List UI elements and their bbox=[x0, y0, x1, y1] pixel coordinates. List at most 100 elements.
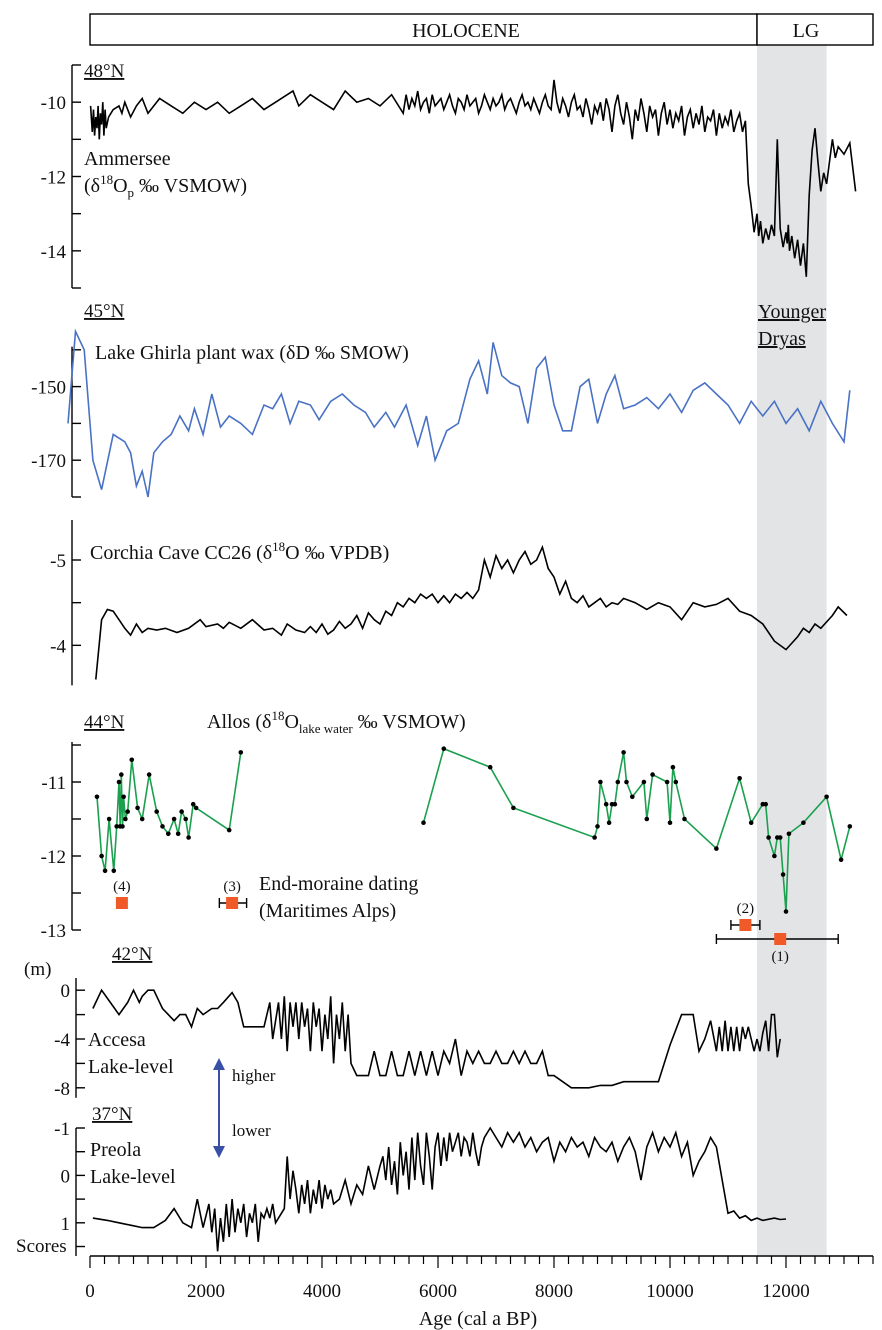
moraine-date-marker bbox=[226, 897, 239, 909]
allos-data-point bbox=[598, 779, 603, 785]
ammersee-series-line bbox=[89, 79, 857, 277]
moraine-date-marker bbox=[739, 919, 752, 931]
panel-ammersee: 48°N Ammersee (δ18Op ‰ VSMOW) -10 -12 -14 bbox=[41, 61, 857, 289]
allos-data-point bbox=[777, 835, 783, 840]
y-tick-label: 0 bbox=[61, 1166, 71, 1187]
latitude-45: 45°N bbox=[84, 301, 125, 322]
ghirla-name: Lake Ghirla plant wax (δD ‰ SMOW) bbox=[95, 342, 409, 364]
preola-name-1: Preola bbox=[90, 1139, 141, 1161]
younger-dryas-band bbox=[757, 45, 827, 1255]
allos-series bbox=[94, 746, 853, 914]
allos-data-point bbox=[193, 805, 199, 811]
y-tick-label: 0 bbox=[61, 981, 71, 1002]
x-tick-label: 10000 bbox=[646, 1281, 694, 1302]
preola-name-2: Lake-level bbox=[90, 1166, 176, 1188]
y-tick-label: -11 bbox=[41, 773, 66, 794]
period-header: HOLOCENE LG bbox=[89, 13, 874, 46]
y-tick-label: -10 bbox=[41, 93, 66, 114]
allos-data-point bbox=[441, 746, 447, 751]
allos-data-point bbox=[99, 853, 104, 859]
ghirla-series-line bbox=[67, 328, 851, 498]
arrow-up-icon bbox=[213, 1058, 225, 1070]
allos-data-point bbox=[615, 779, 621, 785]
allos-data-point bbox=[673, 779, 679, 785]
accesa-name-1: Accesa bbox=[88, 1029, 146, 1051]
x-tick-label: 8000 bbox=[535, 1281, 573, 1302]
ammersee-name: Ammersee bbox=[84, 148, 171, 170]
y-tick-label: -12 bbox=[41, 168, 66, 189]
y-tick-label: -150 bbox=[31, 378, 66, 399]
moraine-dating: End-moraine dating (Maritimes Alps) (4)(… bbox=[113, 873, 839, 965]
x-axis-label: Age (cal a BP) bbox=[419, 1308, 537, 1330]
allos-data-point bbox=[121, 794, 126, 800]
allos-data-point bbox=[511, 805, 516, 811]
accesa-series-line bbox=[92, 988, 781, 1089]
y-tick-label: -12 bbox=[41, 847, 66, 868]
allos-data-point bbox=[238, 750, 244, 755]
latitude-42: 42°N bbox=[112, 944, 153, 965]
ammersee-y-axis: -10 -12 -14 bbox=[41, 64, 81, 289]
moraine-label-1: End-moraine dating bbox=[259, 873, 418, 895]
allos-data-point bbox=[139, 816, 145, 822]
allos-data-point bbox=[226, 827, 232, 833]
moraine-label-2: (Maritimes Alps) bbox=[259, 900, 396, 922]
y-tick-label: -13 bbox=[41, 921, 66, 942]
allos-data-point bbox=[190, 801, 196, 807]
latitude-37: 37°N bbox=[92, 1104, 133, 1125]
x-tick-label: 12000 bbox=[762, 1281, 810, 1302]
latitude-48: 48°N bbox=[84, 61, 125, 82]
x-axis: 0 2000 4000 6000 8000 10000 12000 bbox=[85, 1255, 874, 1302]
allos-data-point bbox=[592, 835, 597, 840]
allos-data-point bbox=[179, 809, 184, 814]
y-tick-label: -170 bbox=[31, 451, 66, 472]
moraine-points: (4) (3) (2) (1) bbox=[113, 879, 839, 965]
lake-level-arrow: higher lower bbox=[213, 1058, 276, 1158]
allos-data-point bbox=[102, 868, 108, 874]
allos-series-line bbox=[96, 752, 242, 871]
allos-data-point bbox=[644, 816, 650, 822]
allos-data-point bbox=[125, 809, 130, 814]
lg-label: LG bbox=[793, 20, 820, 42]
allos-data-point bbox=[129, 757, 135, 763]
allos-data-point bbox=[606, 820, 612, 825]
allos-data-point bbox=[166, 831, 171, 837]
allos-data-point bbox=[603, 801, 609, 807]
allos-data-point bbox=[123, 816, 128, 822]
allos-data-point bbox=[664, 779, 670, 785]
accesa-unit: (m) bbox=[24, 959, 51, 980]
allos-data-point bbox=[766, 835, 771, 840]
allos-data-point bbox=[737, 776, 742, 781]
allos-data-point bbox=[772, 853, 777, 859]
panel-accesa: (m) 42°N Accesa Lake-level 0 -4 -8 bbox=[24, 944, 781, 1100]
accesa-y-axis: 0 -4 -8 bbox=[54, 978, 85, 1100]
panel-ghirla: 45°N Lake Ghirla plant wax (δD ‰ SMOW) -… bbox=[31, 301, 851, 498]
allos-data-point bbox=[847, 824, 853, 829]
allos-data-point bbox=[780, 872, 786, 877]
x-tick-label: 2000 bbox=[187, 1281, 225, 1302]
allos-data-point bbox=[114, 824, 119, 829]
allos-data-point bbox=[171, 816, 177, 822]
corchia-name: Corchia Cave CC26 (δ18O ‰ VPDB) bbox=[90, 539, 389, 564]
arrow-down-icon bbox=[213, 1146, 225, 1158]
allos-data-point bbox=[106, 816, 112, 822]
y-tick-label: -5 bbox=[50, 551, 66, 572]
allos-data-point bbox=[641, 779, 647, 785]
allos-data-point bbox=[612, 801, 618, 807]
allos-data-point bbox=[783, 909, 789, 914]
accesa-name-2: Lake-level bbox=[88, 1056, 174, 1078]
allos-data-point bbox=[630, 794, 635, 800]
allos-data-point bbox=[682, 816, 687, 822]
y-tick-label: -4 bbox=[54, 1030, 70, 1051]
moraine-date-marker bbox=[774, 933, 787, 945]
y-tick-label: -14 bbox=[41, 242, 67, 263]
y-tick-label: -4 bbox=[50, 636, 66, 657]
allos-data-point bbox=[154, 809, 159, 814]
y-tick-label: -1 bbox=[54, 1119, 70, 1140]
moraine-date-label: (2) bbox=[737, 901, 755, 917]
preola-series-line bbox=[92, 1126, 787, 1252]
x-tick-label: 4000 bbox=[303, 1281, 341, 1302]
preola-y-axis: -1 0 1 bbox=[54, 1119, 85, 1256]
allos-name: Allos (δ18Olake water ‰ VSMOW) bbox=[207, 708, 466, 736]
allos-data-point bbox=[421, 820, 426, 825]
